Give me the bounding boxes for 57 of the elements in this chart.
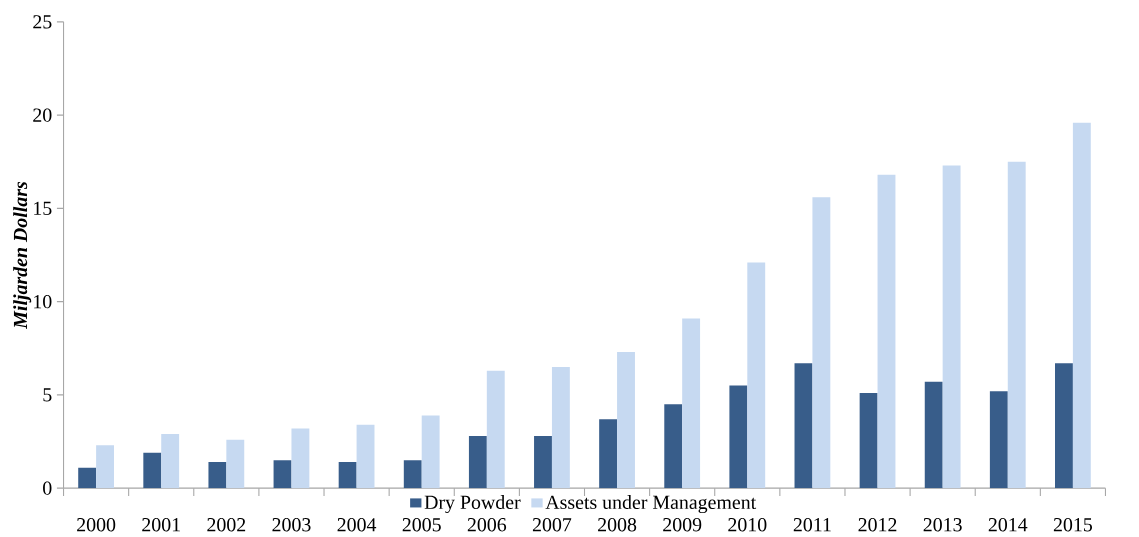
bar	[338, 462, 357, 489]
x-tick-label: 2010	[728, 518, 767, 532]
bar	[403, 460, 422, 489]
x-tick-label: 2011	[793, 518, 831, 532]
x-tick-label: 2002	[207, 518, 246, 532]
bar	[143, 452, 162, 489]
legend-label: Dry Powder	[424, 495, 521, 514]
bar	[729, 385, 748, 489]
bar	[356, 424, 375, 489]
y-axis-title: Miljarden Dollars	[13, 181, 32, 330]
bar	[226, 439, 245, 489]
y-tick-label: 25	[33, 15, 52, 29]
x-tick-label: 2015	[1053, 518, 1093, 532]
bar	[96, 445, 114, 489]
bar	[989, 391, 1008, 489]
legend-label: Assets under Management	[545, 495, 757, 514]
bar	[599, 419, 618, 489]
bar	[682, 318, 701, 489]
x-tick-label: 2001	[142, 518, 180, 532]
bar	[291, 428, 310, 489]
x-tick-label: 2007	[532, 518, 572, 532]
bar	[1055, 363, 1073, 489]
bar	[273, 460, 292, 489]
bar	[812, 197, 831, 489]
y-tick-label: 5	[43, 388, 52, 402]
bar	[468, 435, 487, 489]
bar	[617, 352, 635, 489]
bar	[534, 435, 552, 489]
bar	[208, 462, 227, 489]
bar	[664, 404, 683, 489]
x-tick-label: 2004	[337, 518, 377, 532]
bar	[78, 467, 97, 489]
y-tick-label: 10	[34, 294, 52, 309]
bar	[161, 434, 180, 489]
x-tick-label: 2005	[402, 518, 441, 532]
y-tick-label: 20	[33, 108, 52, 122]
bar	[942, 165, 961, 489]
bar	[486, 370, 505, 489]
y-tick-label: 0	[43, 481, 52, 495]
x-tick-label: 2008	[598, 518, 637, 532]
bar	[859, 393, 878, 489]
x-tick-label: 2003	[272, 518, 311, 532]
bar	[747, 262, 766, 489]
bar	[877, 174, 896, 489]
y-tick-label: 15	[34, 201, 52, 216]
bar	[794, 363, 813, 489]
x-tick-label: 2014	[988, 518, 1028, 532]
bar	[1072, 122, 1091, 489]
x-tick-label: 2009	[663, 518, 702, 532]
x-tick-label: 2013	[923, 518, 962, 532]
bar	[924, 381, 943, 489]
x-tick-label: 2000	[77, 518, 116, 532]
bar	[421, 415, 440, 489]
bar	[551, 366, 570, 489]
x-tick-label: 2012	[858, 518, 897, 532]
x-tick-label: 2006	[467, 518, 507, 532]
bar	[1007, 161, 1026, 489]
